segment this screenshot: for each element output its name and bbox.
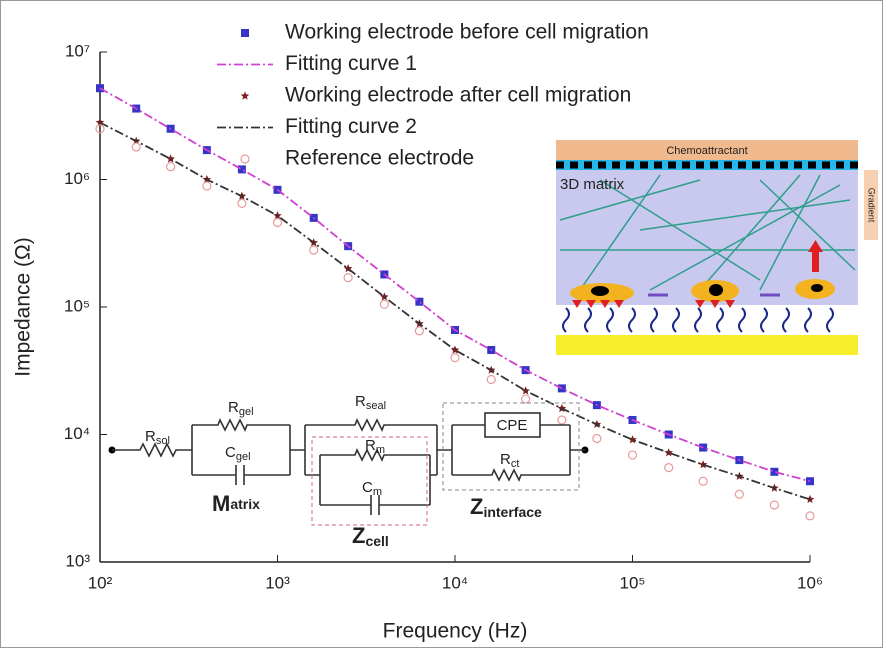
circuit-label: m bbox=[373, 486, 382, 498]
circuit-label: sol bbox=[156, 435, 170, 447]
legend-label: Reference electrode bbox=[285, 147, 474, 170]
legend-swatch bbox=[241, 29, 249, 37]
x-tick-label: 10³ bbox=[265, 573, 290, 592]
y-axis-label: Impedance (Ω) bbox=[12, 237, 35, 376]
circuit-label: seal bbox=[366, 400, 386, 412]
circuit-label: Z bbox=[352, 523, 365, 548]
figure: Frequency (Hz) Impedance (Ω) 10² 10³ 10⁴ 10… bbox=[0, 0, 883, 648]
circuit-label: C bbox=[225, 444, 236, 461]
schematic-matrix: 3D matrix bbox=[560, 176, 625, 193]
circuit-label: ct bbox=[511, 458, 520, 470]
x-tick-label: 10² bbox=[88, 573, 113, 592]
y-tick-label: 10⁴ bbox=[64, 424, 90, 443]
schematic-top: Chemoattractant bbox=[666, 145, 747, 157]
x-tick-label: 10⁴ bbox=[442, 573, 468, 592]
circuit-label: m bbox=[376, 444, 385, 456]
circuit-label: CPE bbox=[497, 417, 528, 434]
circuit-label: C bbox=[362, 479, 373, 496]
x-tick-label: 10⁵ bbox=[620, 573, 646, 592]
circuit-label: R bbox=[228, 399, 239, 416]
y-tick-label: 10⁵ bbox=[64, 296, 90, 315]
circuit-label: gel bbox=[239, 406, 254, 418]
legend-label: Working electrode after cell migration bbox=[285, 84, 631, 107]
y-tick-label: 10⁷ bbox=[65, 41, 90, 60]
circuit-label: cell bbox=[365, 533, 388, 549]
y-tick-label: 10⁶ bbox=[64, 169, 90, 188]
schematic-side: Gradient bbox=[867, 188, 877, 223]
circuit-label: atrix bbox=[230, 496, 260, 512]
circuit-label: Z bbox=[470, 494, 483, 519]
circuit-label: M bbox=[212, 491, 230, 516]
legend-label: Fitting curve 1 bbox=[285, 52, 417, 75]
circuit-label: R bbox=[365, 437, 376, 454]
circuit-label: R bbox=[145, 428, 156, 445]
data-point bbox=[238, 165, 246, 173]
data-point bbox=[806, 477, 814, 485]
legend-label: Working electrode before cell migration bbox=[285, 21, 649, 44]
circuit-label: gel bbox=[236, 451, 251, 463]
circuit-label: R bbox=[500, 451, 511, 468]
x-axis-label: Frequency (Hz) bbox=[383, 620, 528, 643]
circuit-label: R bbox=[355, 393, 366, 410]
legend-label: Fitting curve 2 bbox=[285, 115, 417, 138]
y-tick-label: 10³ bbox=[65, 551, 90, 570]
circuit-label: interface bbox=[483, 504, 542, 520]
x-tick-label: 10⁶ bbox=[797, 573, 823, 592]
